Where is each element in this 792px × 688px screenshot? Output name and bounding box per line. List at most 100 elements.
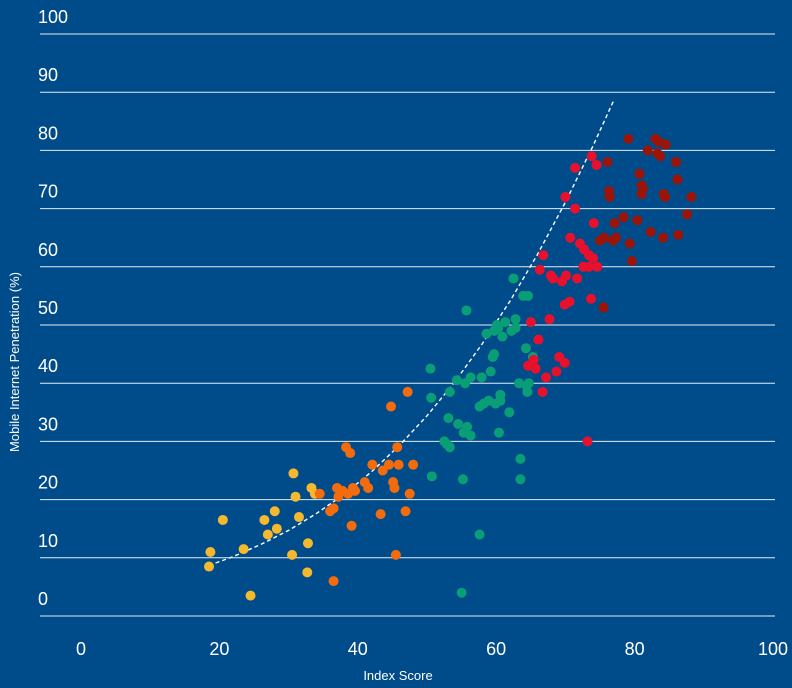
point-s3-34 (591, 159, 602, 170)
point-s2-38 (508, 273, 519, 284)
point-s3-19 (564, 296, 575, 307)
point-s3-30 (586, 293, 597, 304)
point-s2-24 (485, 366, 496, 377)
point-s3-8 (541, 372, 552, 383)
point-s1-23 (392, 442, 403, 453)
point-s1-16 (375, 509, 386, 520)
y-tick-0: 0 (38, 589, 48, 609)
point-s4-13 (632, 215, 643, 226)
point-s1-26 (402, 386, 413, 397)
y-tick-100: 100 (38, 7, 68, 27)
point-s3-2 (528, 354, 539, 365)
y-tick-30: 30 (38, 414, 58, 434)
point-s2-0 (425, 363, 436, 374)
x-axis-label: Index Score (363, 668, 432, 683)
point-s2-27 (489, 349, 500, 360)
point-s2-14 (461, 305, 472, 316)
point-s3-7 (538, 250, 549, 261)
point-s4-2 (599, 232, 610, 243)
point-s0-13 (302, 567, 313, 578)
y-tick-40: 40 (38, 356, 58, 376)
point-s0-4 (245, 590, 256, 601)
point-s2-47 (522, 386, 533, 397)
point-s3-32 (588, 253, 599, 264)
point-s1-0 (314, 488, 325, 499)
point-s3-15 (559, 357, 570, 368)
point-s4-26 (660, 191, 671, 202)
point-s2-31 (493, 427, 504, 438)
point-s0-5 (259, 514, 270, 525)
point-s2-43 (515, 474, 526, 485)
point-s3-11 (547, 273, 558, 284)
point-s2-8 (451, 375, 462, 386)
y-tick-20: 20 (38, 473, 58, 493)
point-s4-14 (634, 168, 645, 179)
point-s2-39 (510, 314, 521, 325)
point-s4-18 (642, 145, 653, 156)
point-s2-42 (515, 453, 526, 464)
point-s3-6 (537, 386, 548, 397)
point-s4-17 (637, 183, 648, 194)
point-s4-27 (660, 139, 671, 150)
y-tick-60: 60 (38, 240, 58, 260)
y-tick-50: 50 (38, 298, 58, 318)
point-s3-17 (560, 191, 571, 202)
x-tick-0: 0 (76, 639, 86, 659)
point-s2-22 (481, 328, 492, 339)
point-s1-12 (350, 485, 361, 496)
point-s2-33 (495, 389, 506, 400)
x-tick-labels: 0 20 40 60 80 100 (76, 639, 788, 659)
point-s1-15 (367, 459, 378, 470)
point-s0-7 (269, 506, 280, 517)
point-s1-27 (404, 488, 415, 499)
point-s3-3 (530, 363, 541, 374)
point-s2-7 (444, 386, 455, 397)
point-s4-10 (623, 133, 634, 144)
point-s3-22 (570, 162, 581, 173)
point-s2-17 (465, 430, 476, 441)
point-s3-18 (561, 270, 572, 281)
point-s3-1 (525, 317, 536, 328)
point-s2-34 (497, 331, 508, 342)
point-s2-11 (457, 474, 468, 485)
point-s4-5 (604, 191, 615, 202)
data-points (204, 133, 697, 601)
gridlines (40, 33, 775, 617)
point-s4-19 (645, 226, 656, 237)
point-s3-35 (592, 261, 603, 272)
point-s0-12 (293, 512, 304, 523)
point-s1-14 (363, 482, 374, 493)
point-s0-11 (290, 491, 301, 502)
point-s0-2 (217, 514, 228, 525)
point-s3-27 (582, 436, 593, 447)
point-s4-8 (610, 232, 621, 243)
point-s2-10 (456, 587, 467, 598)
point-s2-40 (510, 322, 521, 333)
point-s0-3 (238, 544, 249, 555)
point-s4-32 (686, 191, 697, 202)
point-s1-25 (400, 506, 411, 517)
point-s4-29 (672, 174, 683, 185)
trend-line (208, 100, 615, 567)
point-s3-21 (570, 203, 581, 214)
x-tick-20: 20 (209, 639, 229, 659)
point-s3-23 (572, 273, 583, 284)
point-s4-30 (673, 229, 684, 240)
point-s1-28 (408, 459, 419, 470)
point-s1-10 (346, 520, 357, 531)
point-s3-20 (565, 232, 576, 243)
point-s2-48 (523, 290, 534, 301)
point-s2-15 (462, 421, 473, 432)
y-tick-10: 10 (38, 531, 58, 551)
point-s2-16 (465, 372, 476, 383)
y-tick-80: 80 (38, 123, 58, 143)
x-tick-40: 40 (348, 639, 368, 659)
point-s4-23 (655, 151, 666, 162)
point-s2-5 (443, 413, 454, 424)
point-s2-2 (426, 471, 437, 482)
point-s0-10 (288, 468, 299, 479)
point-s4-1 (598, 302, 609, 313)
point-s4-12 (626, 255, 637, 266)
point-s2-20 (476, 372, 487, 383)
